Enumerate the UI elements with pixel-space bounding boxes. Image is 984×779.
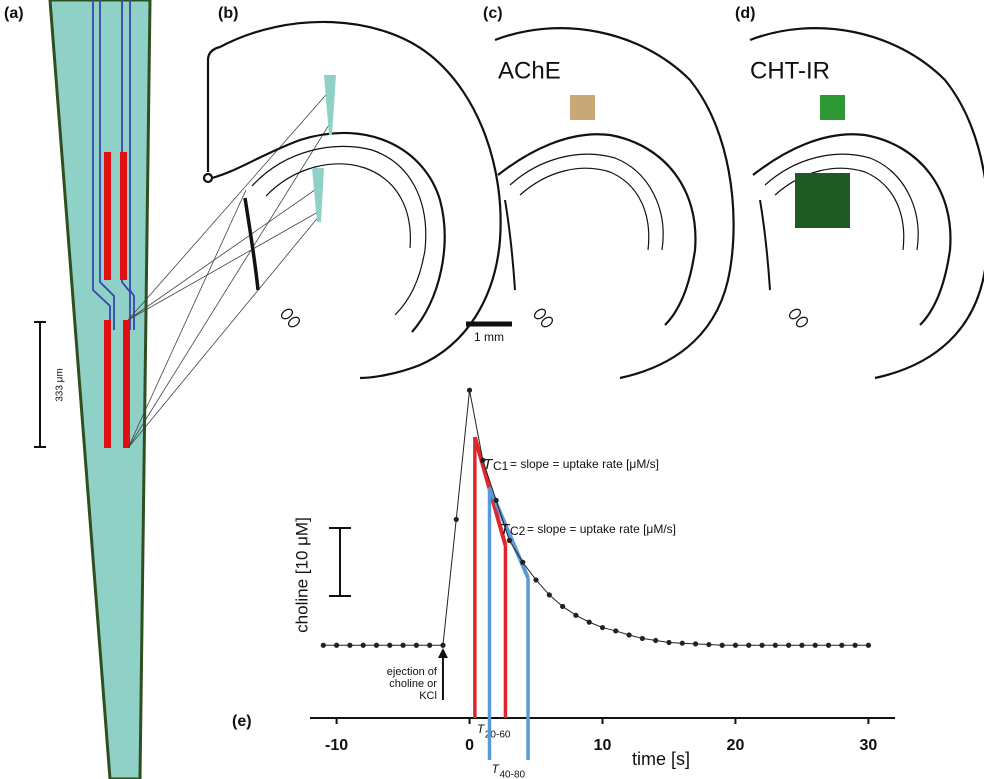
data-line bbox=[323, 390, 868, 645]
data-point bbox=[454, 517, 459, 522]
x-tick-label: 30 bbox=[860, 737, 878, 754]
panel-label: (c) bbox=[483, 5, 503, 22]
data-point bbox=[347, 643, 352, 648]
data-point bbox=[693, 641, 698, 646]
eq-text: = slope = uptake rate [μM/s] bbox=[527, 522, 676, 536]
scale-label: 333 μm bbox=[55, 368, 66, 402]
data-point bbox=[799, 643, 804, 648]
data-point bbox=[839, 643, 844, 648]
x-tick-label: 20 bbox=[727, 737, 745, 754]
data-point bbox=[733, 643, 738, 648]
data-point bbox=[706, 642, 711, 647]
arrow-label: KCl bbox=[419, 690, 437, 702]
connectors bbox=[128, 88, 332, 448]
data-point bbox=[547, 592, 552, 597]
x-tick-label: 0 bbox=[465, 737, 474, 754]
data-point bbox=[813, 643, 818, 648]
data-point bbox=[387, 643, 392, 648]
data-point bbox=[866, 643, 871, 648]
x-tick-label: -10 bbox=[325, 737, 348, 754]
brain-section bbox=[204, 22, 501, 378]
eq-sub: C1 bbox=[493, 459, 509, 473]
panel-label: (b) bbox=[218, 5, 238, 22]
data-point bbox=[321, 643, 326, 648]
data-point bbox=[773, 643, 778, 648]
data-point bbox=[533, 577, 538, 582]
data-point bbox=[826, 643, 831, 648]
data-point bbox=[786, 643, 791, 648]
data-point bbox=[613, 628, 618, 633]
stain-image bbox=[570, 95, 595, 120]
stain-image bbox=[795, 173, 850, 228]
data-point bbox=[587, 620, 592, 625]
data-point bbox=[467, 388, 472, 393]
data-point bbox=[560, 604, 565, 609]
data-point bbox=[626, 632, 631, 637]
data-point bbox=[440, 643, 445, 648]
data-point bbox=[600, 625, 605, 630]
data-point bbox=[573, 613, 578, 618]
panel-label: (d) bbox=[735, 5, 755, 22]
data-point bbox=[720, 643, 725, 648]
data-point bbox=[853, 643, 858, 648]
data-point bbox=[334, 643, 339, 648]
data-point bbox=[759, 643, 764, 648]
data-point bbox=[480, 458, 485, 463]
arrow-label: ejection of bbox=[387, 666, 438, 678]
stain-title: CHT-IR bbox=[750, 57, 830, 84]
data-point bbox=[680, 641, 685, 646]
data-point bbox=[374, 643, 379, 648]
data-point bbox=[414, 643, 419, 648]
data-point bbox=[520, 560, 525, 565]
data-point bbox=[400, 643, 405, 648]
data-point bbox=[361, 643, 366, 648]
figure: (a) 333 μm (b) (c) (d) AChE CHT-IR 1 mm … bbox=[0, 0, 984, 779]
data-point bbox=[427, 643, 432, 648]
interval-sub: 40-80 bbox=[499, 770, 525, 779]
stain-image bbox=[820, 95, 845, 120]
probe-drawing bbox=[34, 0, 150, 779]
data-point bbox=[494, 498, 499, 503]
data-point bbox=[746, 643, 751, 648]
eq-sub: C2 bbox=[510, 524, 526, 538]
data-point bbox=[507, 538, 512, 543]
eq-text: = slope = uptake rate [μM/s] bbox=[510, 457, 659, 471]
panel-label: (e) bbox=[232, 713, 252, 730]
arrow-head bbox=[438, 648, 448, 658]
chart: -10 0 10 20 30 time [s] choline [10 μM] ejectio… bbox=[292, 388, 895, 779]
data-point bbox=[640, 636, 645, 641]
panel-label: (a) bbox=[4, 5, 24, 22]
data-point bbox=[653, 638, 658, 643]
stain-title: AChE bbox=[498, 57, 561, 84]
x-axis-label: time [s] bbox=[632, 749, 690, 769]
scale-label: choline [10 μM] bbox=[292, 517, 311, 633]
arrow-label: choline or bbox=[389, 678, 437, 690]
x-tick-label: 10 bbox=[594, 737, 612, 754]
scale-label: 1 mm bbox=[474, 330, 504, 344]
data-point bbox=[666, 640, 671, 645]
